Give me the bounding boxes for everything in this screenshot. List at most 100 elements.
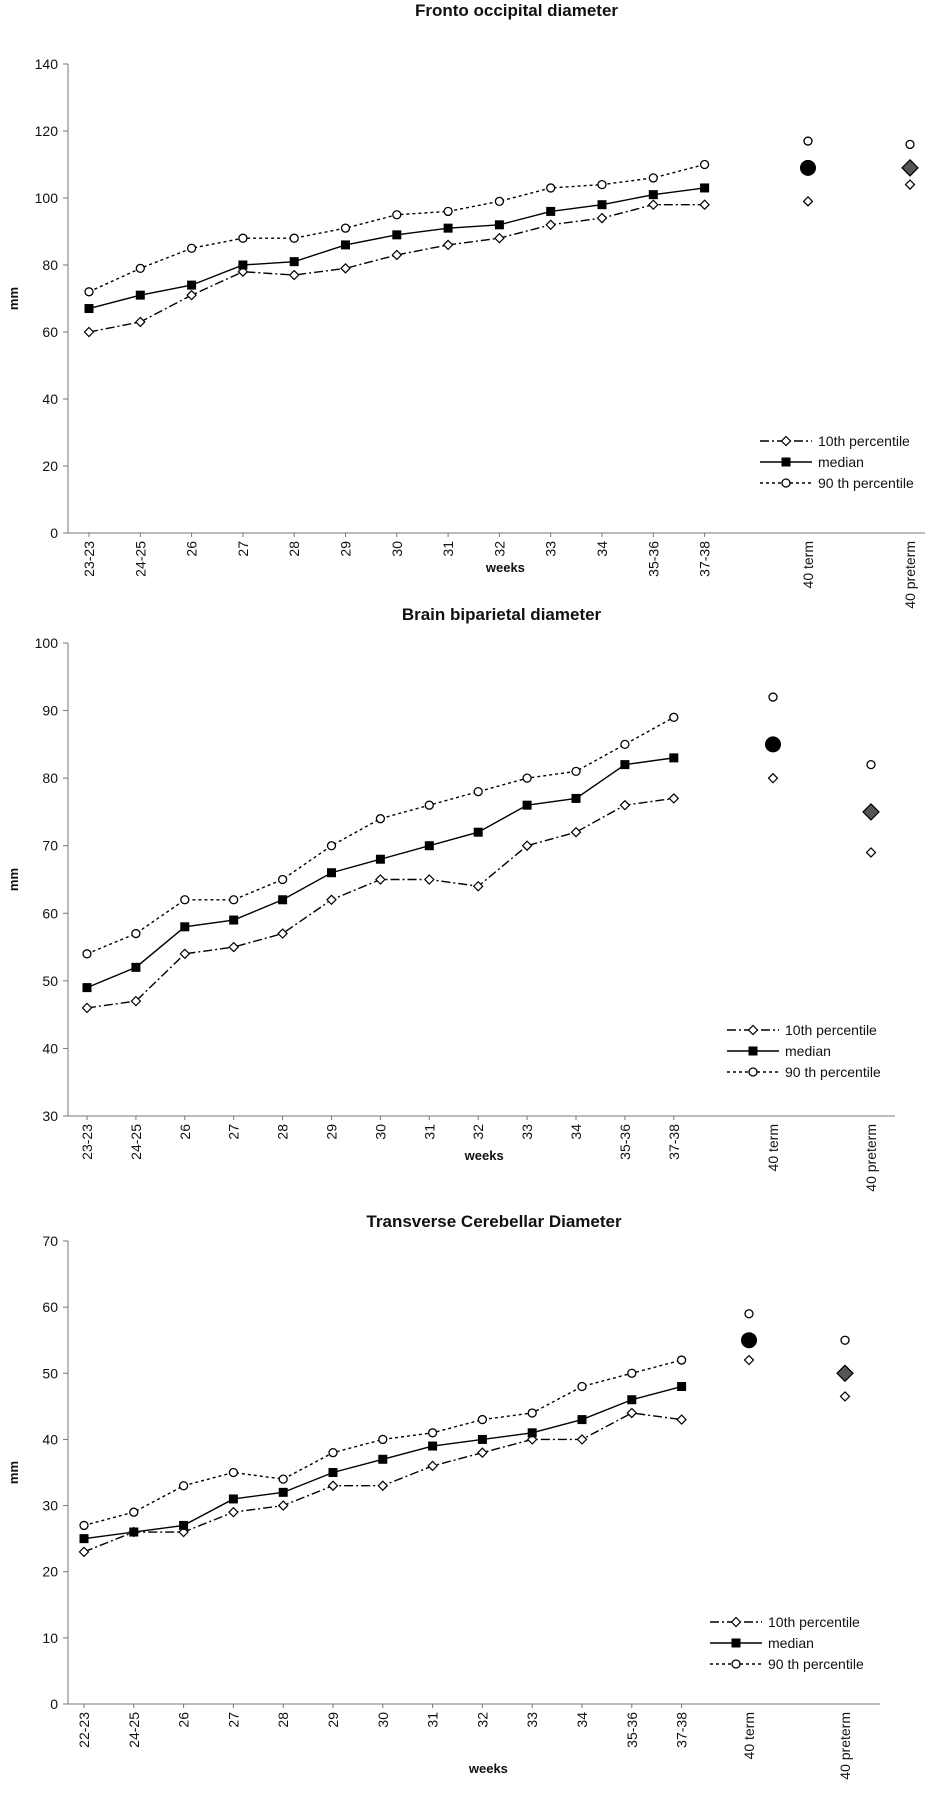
point-90th-percentile: [424, 800, 434, 810]
legend-marker-p90: [781, 478, 791, 488]
y-tick-label: 30: [42, 1498, 58, 1514]
x-tick-label: 26: [177, 1124, 193, 1140]
point-10th-percentile-term: [743, 1354, 755, 1366]
point-median: [278, 895, 288, 905]
legend-marker-p90: [748, 1067, 758, 1077]
y-tick-label: 10: [42, 1630, 58, 1646]
legend-label-median: median: [818, 454, 864, 470]
x-tick-label: 33: [519, 1124, 535, 1140]
y-tick-label: 60: [42, 1299, 58, 1315]
x-tick-label: 35-36: [617, 1124, 633, 1160]
y-tick-label: 40: [42, 391, 58, 407]
point-10th-percentile: [340, 263, 351, 274]
point-median: [424, 841, 434, 851]
x-tick-label: 23-23: [79, 1124, 95, 1160]
point-90th-percentile: [278, 1474, 288, 1484]
point-90th-percentile-preterm: [840, 1335, 850, 1345]
point-90th-percentile: [571, 766, 581, 777]
point-10th-percentile: [521, 840, 533, 852]
point-10th-percentile: [375, 874, 386, 885]
y-tick-label: 80: [42, 770, 58, 786]
legend-label-p10: 10th percentile: [818, 433, 910, 449]
point-10th-percentile: [570, 826, 582, 838]
x-tick-label: 34: [574, 1712, 590, 1728]
point-90th-percentile: [443, 206, 453, 217]
x-tick-label: 27: [225, 1712, 241, 1728]
x-tick-label: 40 term: [765, 1124, 781, 1171]
legend-marker-p90: [731, 1659, 741, 1669]
point-10th-percentile: [472, 880, 484, 892]
x-tick-label: 40 preterm: [863, 1124, 879, 1192]
point-90th-percentile: [277, 874, 288, 885]
y-tick-label: 60: [42, 324, 58, 340]
legend-marker-p10: [730, 1616, 742, 1628]
point-10th-percentile: [81, 1002, 93, 1014]
point-10th-percentile: [647, 199, 659, 211]
point-90th-percentile: [375, 814, 386, 824]
y-tick-label: 90: [42, 703, 58, 719]
x-tick-label: 33: [524, 1712, 540, 1728]
point-90th-percentile: [238, 233, 248, 243]
chart-2: Brain biparietal diameter 30 40 50 60 70 80 90 1…: [6, 605, 895, 1192]
point-10th-percentile: [699, 199, 710, 211]
x-tick-label: 29: [338, 541, 354, 557]
y-tick-label: 70: [42, 1233, 58, 1249]
x-tick-label: 28: [275, 1712, 291, 1728]
point-median-term: [800, 159, 816, 176]
point-90th-percentile: [494, 196, 505, 207]
y-tick-label: 100: [35, 190, 59, 206]
y-tick-label: 0: [50, 1696, 58, 1712]
point-10th-percentile: [377, 1480, 389, 1492]
legend-label-p90: 90 th percentile: [818, 475, 914, 491]
point-90th-percentile: [577, 1381, 587, 1392]
point-median: [392, 230, 402, 240]
legend-marker-p10: [747, 1024, 759, 1036]
y-axis-label: mm: [6, 1461, 21, 1484]
point-90th-percentile: [131, 928, 141, 939]
point-median: [84, 304, 94, 314]
point-median: [494, 220, 504, 230]
point-median: [238, 260, 248, 270]
x-tick-label: 23-23: [81, 541, 97, 577]
point-median: [131, 962, 141, 972]
series-line-median: [88, 187, 705, 310]
point-median: [378, 1454, 388, 1464]
point-median: [577, 1415, 587, 1425]
point-90th-percentile: [129, 1507, 139, 1517]
point-90th-percentile: [135, 263, 145, 274]
point-median: [179, 1520, 189, 1530]
point-90th-percentile: [627, 1368, 637, 1378]
point-median: [648, 190, 658, 200]
point-10th-percentile: [179, 948, 191, 960]
point-90th-percentile: [620, 739, 630, 750]
point-10th-percentile: [576, 1434, 588, 1445]
y-tick-label: 100: [35, 635, 59, 651]
point-10th-percentile-term: [802, 196, 814, 207]
x-tick-label: 34: [568, 1124, 584, 1140]
point-median: [328, 1468, 338, 1477]
legend-label-p10: 10th percentile: [768, 1614, 860, 1630]
legend-label-p90: 90 th percentile: [785, 1064, 881, 1080]
x-tick-label: 32: [474, 1712, 490, 1728]
legend-label-p10: 10th percentile: [785, 1022, 877, 1038]
point-median: [82, 983, 92, 993]
x-tick-label: 35-36: [624, 1712, 640, 1748]
point-90th-percentile: [648, 173, 658, 183]
point-10th-percentile: [494, 232, 505, 244]
point-90th-percentile-preterm: [905, 139, 915, 150]
x-tick-label: 40 preterm: [902, 541, 918, 609]
point-90th-percentile: [84, 287, 94, 297]
point-median-preterm: [862, 803, 880, 821]
point-median: [135, 290, 145, 300]
x-tick-label: 35-36: [645, 541, 661, 577]
point-median: [79, 1534, 89, 1544]
x-tick-label: 28: [286, 541, 302, 557]
point-median: [228, 1494, 238, 1504]
point-median: [669, 753, 679, 763]
x-tick-label: 31: [425, 1712, 441, 1728]
x-tick-label: 30: [372, 1124, 388, 1140]
point-90th-percentile-term: [744, 1309, 754, 1319]
point-median: [428, 1441, 438, 1451]
point-90th-percentile: [228, 1467, 239, 1478]
